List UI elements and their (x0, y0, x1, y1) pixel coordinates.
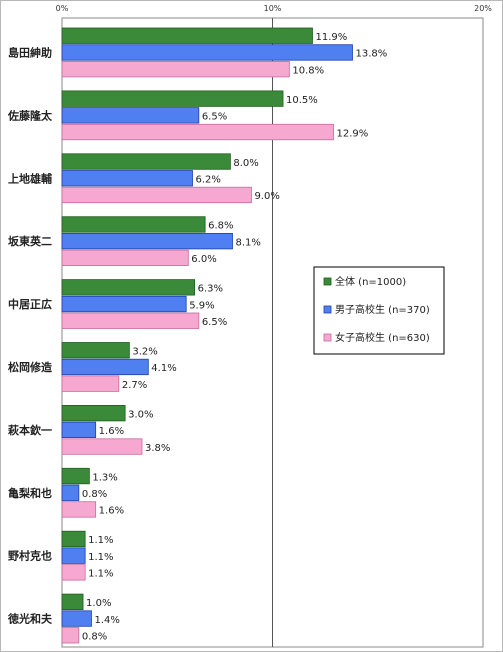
category-label: 中居正広 (8, 297, 52, 311)
bar (61, 404, 126, 422)
category-label: 亀梨和也 (8, 486, 52, 500)
legend-label: 男子高校生 (n=370) (335, 303, 430, 316)
bar (61, 501, 97, 518)
data-label: 1.1% (88, 552, 113, 563)
legend-swatch (323, 305, 332, 314)
data-label: 1.3% (92, 472, 117, 483)
bar (61, 530, 86, 548)
bar (61, 375, 120, 392)
x-tick-label: 20% (474, 4, 492, 13)
bar (61, 342, 130, 359)
data-label: 6.5% (202, 317, 227, 328)
data-label: 13.8% (355, 49, 387, 60)
data-label: 0.8% (82, 489, 107, 500)
legend-swatch (323, 277, 332, 286)
bar (61, 295, 187, 313)
bar (61, 44, 353, 61)
bar (61, 27, 313, 44)
bar (61, 312, 200, 329)
data-label: 6.5% (202, 112, 227, 123)
bar (61, 610, 92, 627)
category-label: 野村克也 (8, 549, 52, 563)
bar (61, 170, 193, 187)
bar (61, 232, 233, 250)
data-label: 8.0% (233, 158, 258, 169)
data-label: 2.7% (122, 380, 147, 391)
bar (61, 547, 86, 564)
bar (61, 358, 149, 376)
legend-swatch (323, 333, 332, 342)
data-label: 1.1% (88, 535, 113, 546)
bar (61, 484, 80, 501)
data-label: 1.4% (94, 615, 119, 626)
data-label: 3.8% (145, 443, 170, 454)
data-label: 1.6% (99, 426, 124, 437)
data-label: 12.9% (337, 128, 369, 139)
category-label: 萩本欽一 (7, 423, 52, 437)
bar (61, 279, 196, 296)
data-label: 8.1% (236, 237, 261, 248)
x-tick-label: 10% (264, 4, 282, 13)
data-label: 4.1% (151, 363, 176, 374)
bar (61, 107, 200, 124)
data-label: 0.8% (82, 632, 107, 643)
bar (61, 61, 290, 78)
data-label: 6.3% (198, 284, 223, 295)
data-label: 5.9% (189, 300, 214, 311)
data-label: 3.2% (132, 347, 157, 358)
data-label: 10.5% (286, 95, 318, 106)
data-label: 6.8% (208, 221, 233, 232)
data-label: 3.0% (128, 409, 153, 420)
data-label: 1.0% (86, 598, 111, 609)
data-label: 6.2% (196, 175, 221, 186)
category-label: 坂東英二 (8, 234, 52, 248)
legend-label: 全体 (n=1000) (335, 275, 406, 288)
bar (61, 153, 231, 170)
data-label: 9.0% (254, 191, 279, 202)
bar (61, 123, 334, 141)
bar (61, 438, 143, 455)
bar (61, 249, 189, 267)
x-tick-label: 0% (56, 4, 69, 13)
bar (61, 467, 90, 485)
data-label: 1.1% (88, 569, 113, 580)
bar (61, 593, 84, 610)
category-label: 佐藤隆太 (7, 108, 53, 122)
data-label: 10.8% (292, 65, 324, 76)
legend (313, 266, 445, 355)
bar (61, 421, 97, 439)
category-label: 徳光和夫 (7, 612, 53, 626)
bar (61, 627, 80, 644)
bar (61, 186, 252, 204)
bar (61, 216, 206, 233)
data-label: 11.9% (315, 32, 347, 43)
bar (61, 564, 86, 581)
data-label: 1.6% (99, 506, 124, 517)
bar (61, 90, 284, 107)
legend-label: 女子高校生 (n=630) (335, 331, 430, 344)
category-label: 島田紳助 (8, 45, 52, 59)
data-label: 6.0% (191, 254, 216, 265)
category-label: 松岡修造 (8, 360, 53, 374)
category-label: 上地雄輔 (8, 171, 52, 185)
